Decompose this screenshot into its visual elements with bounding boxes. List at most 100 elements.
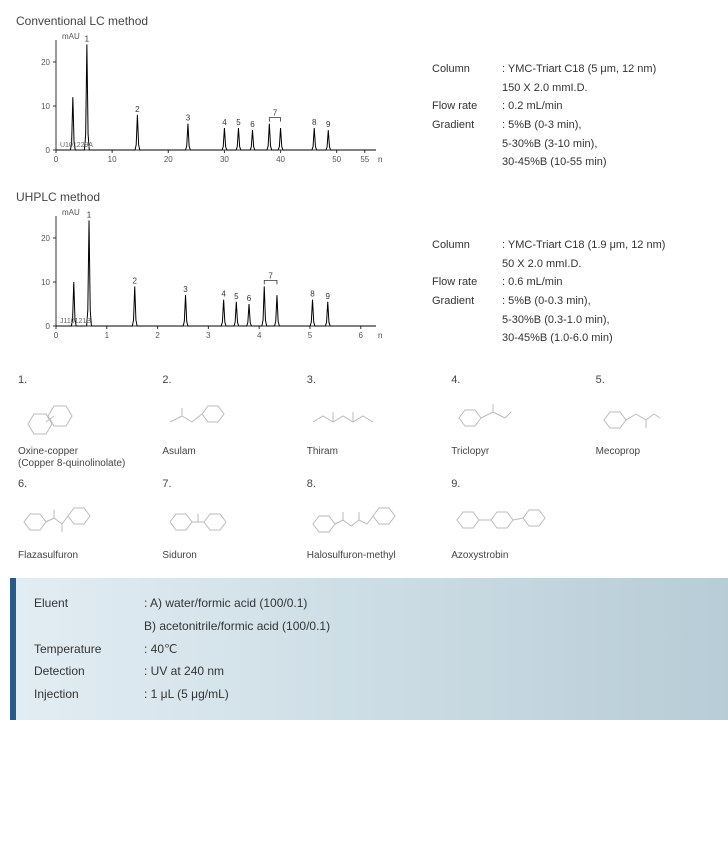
svg-text:9: 9 bbox=[326, 120, 331, 129]
compound-structure bbox=[18, 392, 152, 440]
svg-text:7: 7 bbox=[268, 271, 273, 280]
param-row: 50 X 2.0 mmI.D. bbox=[432, 255, 665, 274]
svg-text:5: 5 bbox=[234, 292, 239, 301]
param-row: 30-45%B (1.0-6.0 min) bbox=[432, 329, 665, 348]
compound-structure bbox=[18, 496, 152, 544]
param-label bbox=[432, 79, 502, 98]
compound-structure bbox=[162, 496, 296, 544]
condition-value: B) acetonitrile/formic acid (100/0.1) bbox=[144, 615, 330, 638]
svg-text:J110121B: J110121B bbox=[60, 318, 91, 325]
compound-item: 2. Asulam bbox=[162, 374, 296, 470]
svg-text:6: 6 bbox=[359, 331, 364, 340]
compound-structure bbox=[451, 496, 585, 544]
svg-text:min: min bbox=[378, 155, 382, 164]
param-label: Flow rate bbox=[432, 97, 502, 116]
condition-label: Temperature bbox=[34, 638, 144, 661]
compound-name: Thiram bbox=[307, 446, 441, 458]
svg-text:2: 2 bbox=[155, 331, 160, 340]
compound-item: 4. Triclopyr bbox=[451, 374, 585, 470]
compound-name: Flazasulfuron bbox=[18, 550, 152, 562]
svg-text:min: min bbox=[378, 331, 382, 340]
compound-number: 2. bbox=[162, 374, 296, 386]
condition-row: Temperature : 40℃ bbox=[34, 638, 720, 661]
param-row: Gradient : 5%B (0-0.3 min), bbox=[432, 292, 665, 311]
condition-label bbox=[34, 615, 144, 638]
svg-text:20: 20 bbox=[41, 234, 50, 243]
param-value: 30-45%B (1.0-6.0 min) bbox=[502, 329, 613, 348]
param-row: Column : YMC-Triart C18 (5 μm, 12 nm) bbox=[432, 60, 656, 79]
param-value: : YMC-Triart C18 (5 μm, 12 nm) bbox=[502, 60, 656, 79]
chromatogram-chart: 01020mAU0123456min123456789J110121B bbox=[22, 206, 402, 356]
svg-text:4: 4 bbox=[222, 118, 227, 127]
svg-text:5: 5 bbox=[308, 331, 313, 340]
compound-name: Asulam bbox=[162, 446, 296, 458]
condition-row: B) acetonitrile/formic acid (100/0.1) bbox=[34, 615, 720, 638]
chromatogram-chart: 01020mAU0102030405055min123456789U101229… bbox=[22, 30, 402, 180]
svg-text:2: 2 bbox=[133, 276, 138, 285]
condition-label: Injection bbox=[34, 683, 144, 706]
param-value: 5-30%B (3-10 min), bbox=[502, 135, 597, 154]
compound-name: Azoxystrobin bbox=[451, 550, 585, 562]
compound-number: 6. bbox=[18, 478, 152, 490]
compound-name: Oxine-copper(Copper 8-quinolinolate) bbox=[18, 446, 152, 470]
section-title: UHPLC method bbox=[16, 190, 728, 204]
condition-value: : A) water/formic acid (100/0.1) bbox=[144, 592, 307, 615]
svg-text:0: 0 bbox=[46, 322, 51, 331]
compound-number: 9. bbox=[451, 478, 585, 490]
svg-text:10: 10 bbox=[41, 278, 50, 287]
param-label bbox=[432, 135, 502, 154]
param-row: Flow rate : 0.6 mL/min bbox=[432, 273, 665, 292]
svg-text:1: 1 bbox=[87, 210, 92, 219]
svg-text:7: 7 bbox=[273, 109, 278, 118]
compound-number: 1. bbox=[18, 374, 152, 386]
compound-item: 5. Mecoprop bbox=[596, 374, 728, 470]
param-label bbox=[432, 255, 502, 274]
param-row: 30-45%B (10-55 min) bbox=[432, 153, 656, 172]
param-value: : 0.2 mL/min bbox=[502, 97, 563, 116]
param-label bbox=[432, 311, 502, 330]
svg-text:10: 10 bbox=[108, 155, 117, 164]
param-label: Column bbox=[432, 236, 502, 255]
params-table: Column : YMC-Triart C18 (1.9 μm, 12 nm) … bbox=[432, 236, 665, 348]
svg-text:4: 4 bbox=[221, 290, 226, 299]
svg-text:2: 2 bbox=[135, 105, 140, 114]
param-value: : 0.6 mL/min bbox=[502, 273, 563, 292]
chromatogram-svg: 01020mAU0102030405055min123456789U101229… bbox=[22, 30, 382, 170]
svg-text:1: 1 bbox=[105, 331, 110, 340]
svg-text:mAU: mAU bbox=[62, 32, 80, 41]
condition-label: Detection bbox=[34, 660, 144, 683]
param-label: Flow rate bbox=[432, 273, 502, 292]
compound-item: 6. Flazasulfuron bbox=[18, 478, 152, 562]
svg-text:4: 4 bbox=[257, 331, 262, 340]
svg-text:3: 3 bbox=[183, 285, 188, 294]
svg-text:8: 8 bbox=[312, 118, 317, 127]
compound-number: 3. bbox=[307, 374, 441, 386]
compound-structure bbox=[162, 392, 296, 440]
param-label: Column bbox=[432, 60, 502, 79]
compound-item: 7. Siduron bbox=[162, 478, 296, 562]
param-label bbox=[432, 153, 502, 172]
condition-value: : 40℃ bbox=[144, 638, 178, 661]
param-label: Gradient bbox=[432, 116, 502, 135]
param-value: 150 X 2.0 mmI.D. bbox=[502, 79, 588, 98]
svg-text:6: 6 bbox=[247, 294, 252, 303]
svg-text:1: 1 bbox=[85, 34, 90, 43]
params-table: Column : YMC-Triart C18 (5 μm, 12 nm) 15… bbox=[432, 60, 656, 172]
svg-text:3: 3 bbox=[186, 114, 191, 123]
compound-number: 4. bbox=[451, 374, 585, 386]
svg-text:50: 50 bbox=[332, 155, 341, 164]
compound-number: 7. bbox=[162, 478, 296, 490]
param-label bbox=[432, 329, 502, 348]
param-value: : YMC-Triart C18 (1.9 μm, 12 nm) bbox=[502, 236, 665, 255]
compound-item: 1. Oxine-copper(Copper 8-quinolinolate) bbox=[18, 374, 152, 470]
param-value: 5-30%B (0.3-1.0 min), bbox=[502, 311, 610, 330]
compound-structure bbox=[307, 392, 441, 440]
param-row: Gradient : 5%B (0-3 min), bbox=[432, 116, 656, 135]
compound-item: 9. Azoxystrobin bbox=[451, 478, 585, 562]
compound-structure bbox=[596, 392, 728, 440]
compound-number: 8. bbox=[307, 478, 441, 490]
compound-name: Mecoprop bbox=[596, 446, 728, 458]
svg-text:9: 9 bbox=[326, 292, 331, 301]
svg-text:6: 6 bbox=[250, 120, 255, 129]
svg-text:U101229A: U101229A bbox=[60, 142, 93, 149]
